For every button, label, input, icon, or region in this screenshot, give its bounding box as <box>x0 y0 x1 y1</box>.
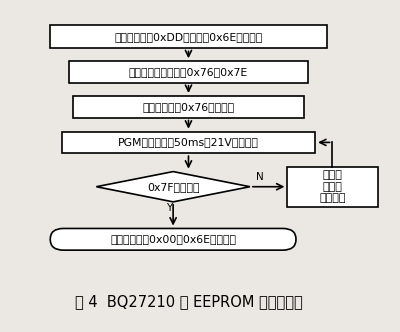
Text: 写数据到地址0x00～0x6E寄存器中: 写数据到地址0x00～0x6E寄存器中 <box>110 234 236 244</box>
FancyBboxPatch shape <box>73 96 304 118</box>
Text: 单片机写数据到地址0x76～0x7E: 单片机写数据到地址0x76～0x7E <box>129 67 248 77</box>
FancyBboxPatch shape <box>287 167 378 207</box>
Text: 单片机
增地址
和读操作: 单片机 增地址 和读操作 <box>319 170 346 203</box>
Text: Y: Y <box>166 204 172 213</box>
FancyBboxPatch shape <box>70 61 308 83</box>
Text: 0x7F被编程？: 0x7F被编程？ <box>147 182 199 192</box>
Text: PGM引脚加时间50ms的21V脉冲电压: PGM引脚加时间50ms的21V脉冲电压 <box>118 137 259 147</box>
Text: 单片机写数据0xDD到地址〆0x6E寄存器中: 单片机写数据0xDD到地址〆0x6E寄存器中 <box>114 32 263 42</box>
Text: 单片机读地址0x76编程数据: 单片机读地址0x76编程数据 <box>142 102 234 112</box>
FancyBboxPatch shape <box>50 228 296 250</box>
Text: N: N <box>256 172 264 182</box>
FancyBboxPatch shape <box>62 131 315 153</box>
Text: 图 4  BQ27210 的 EEPROM 编程流程图: 图 4 BQ27210 的 EEPROM 编程流程图 <box>75 294 302 309</box>
FancyBboxPatch shape <box>50 26 327 48</box>
Polygon shape <box>96 172 250 202</box>
